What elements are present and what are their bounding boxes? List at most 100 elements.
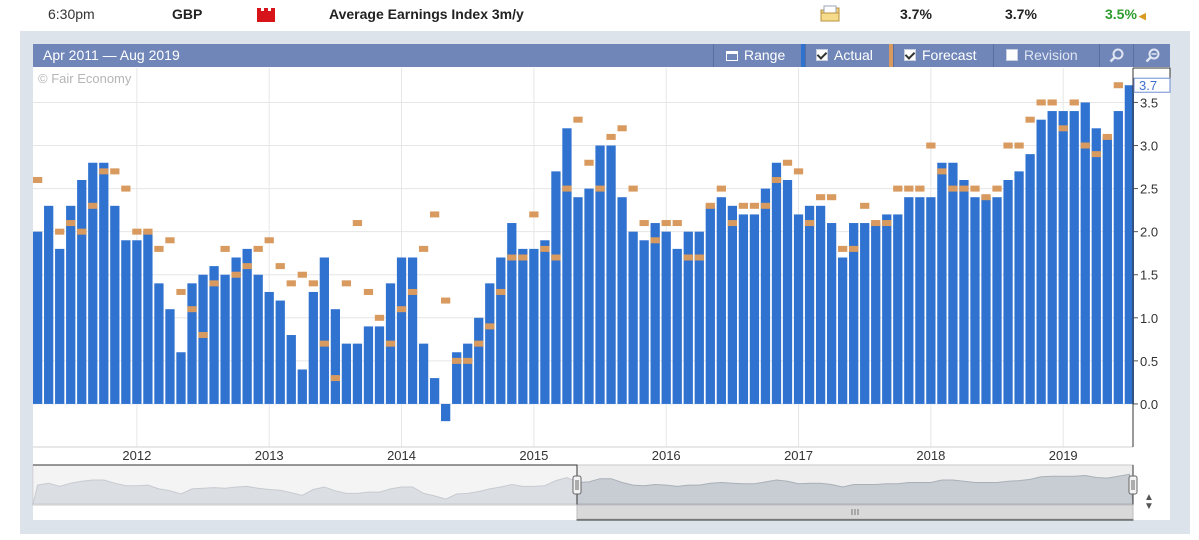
forecast-marker[interactable] <box>507 254 517 261</box>
forecast-marker[interactable] <box>782 159 793 166</box>
forecast-marker[interactable] <box>231 271 241 278</box>
forecast-marker[interactable] <box>88 202 98 209</box>
zoom-in-button[interactable] <box>1099 44 1134 67</box>
forecast-marker[interactable] <box>871 220 881 227</box>
navigator-scroll-arrows[interactable]: ▲ ▼ <box>1144 493 1154 512</box>
actual-bar[interactable] <box>606 145 616 404</box>
forecast-marker[interactable] <box>264 237 274 244</box>
actual-bar[interactable] <box>220 274 230 404</box>
actual-bar[interactable] <box>771 162 782 404</box>
actual-bar[interactable] <box>441 403 451 422</box>
forecast-marker[interactable] <box>771 176 782 183</box>
forecast-marker[interactable] <box>418 245 429 252</box>
actual-bar[interactable] <box>363 326 374 404</box>
forecast-marker[interactable] <box>441 297 451 304</box>
forecast-marker[interactable] <box>518 254 528 261</box>
actual-checkbox[interactable] <box>816 49 828 61</box>
forecast-marker[interactable] <box>1069 99 1079 106</box>
forecast-marker[interactable] <box>275 263 285 270</box>
revision-toggle[interactable]: Revision <box>993 44 1100 67</box>
actual-bar[interactable] <box>463 343 473 404</box>
actual-bar[interactable] <box>1058 111 1068 404</box>
actual-bar[interactable] <box>396 257 407 404</box>
forecast-marker[interactable] <box>849 245 859 252</box>
forecast-marker[interactable] <box>55 228 65 235</box>
forecast-marker[interactable] <box>1058 125 1068 132</box>
actual-bar[interactable] <box>573 197 583 404</box>
forecast-marker[interactable] <box>749 202 760 209</box>
actual-bar[interactable] <box>948 162 958 404</box>
forecast-marker[interactable] <box>672 220 682 227</box>
forecast-marker[interactable] <box>937 168 947 175</box>
forecast-marker[interactable] <box>374 314 385 321</box>
actual-toggle[interactable]: Actual <box>805 44 900 67</box>
forecast-marker[interactable] <box>838 245 848 252</box>
actual-bar[interactable] <box>110 205 120 404</box>
actual-bar[interactable] <box>507 223 517 404</box>
forecast-marker[interactable] <box>1036 99 1046 106</box>
forecast-marker[interactable] <box>286 280 296 287</box>
forecast-marker[interactable] <box>485 323 495 330</box>
forecast-marker[interactable] <box>1080 142 1090 149</box>
actual-bar[interactable] <box>617 197 627 404</box>
actual-bar[interactable] <box>496 257 506 404</box>
forecast-marker[interactable] <box>815 194 826 201</box>
actual-bar[interactable] <box>253 274 263 404</box>
actual-bar[interactable] <box>595 145 605 404</box>
actual-bar[interactable] <box>242 248 252 404</box>
actual-bar[interactable] <box>849 223 859 404</box>
event-detail-folder-icon[interactable] <box>820 5 840 26</box>
actual-bar[interactable] <box>705 205 715 404</box>
forecast-marker[interactable] <box>540 245 550 252</box>
actual-bar[interactable] <box>132 240 142 404</box>
forecast-marker[interactable] <box>948 185 958 192</box>
actual-bar[interactable] <box>143 231 153 404</box>
forecast-marker[interactable] <box>860 202 870 209</box>
actual-bar[interactable] <box>926 197 936 404</box>
forecast-marker[interactable] <box>242 263 252 270</box>
forecast-marker[interactable] <box>253 245 263 252</box>
forecast-marker[interactable] <box>308 280 318 287</box>
forecast-marker[interactable] <box>474 340 484 347</box>
actual-bar[interactable] <box>749 214 760 404</box>
actual-bar[interactable] <box>838 257 848 404</box>
actual-bar[interactable] <box>915 197 925 404</box>
actual-bar[interactable] <box>628 231 638 404</box>
actual-bar[interactable] <box>474 317 484 404</box>
actual-bar[interactable] <box>485 283 495 404</box>
actual-bar[interactable] <box>308 291 318 404</box>
forecast-marker[interactable] <box>694 254 704 261</box>
forecast-marker[interactable] <box>970 185 980 192</box>
forecast-marker[interactable] <box>573 116 583 123</box>
revision-checkbox[interactable] <box>1006 49 1018 61</box>
forecast-marker[interactable] <box>826 194 837 201</box>
actual-bar[interactable] <box>672 248 682 404</box>
actual-bar[interactable] <box>782 179 793 404</box>
actual-bar[interactable] <box>1080 102 1090 404</box>
forecast-marker[interactable] <box>893 185 903 192</box>
actual-bar[interactable] <box>452 352 462 404</box>
forecast-marker[interactable] <box>121 185 131 192</box>
forecast-marker[interactable] <box>363 288 374 295</box>
actual-bar[interactable] <box>893 214 903 404</box>
actual-bar[interactable] <box>165 309 175 404</box>
forecast-marker[interactable] <box>606 133 616 140</box>
forecast-marker[interactable] <box>297 271 307 278</box>
forecast-marker[interactable] <box>595 185 605 192</box>
actual-bar[interactable] <box>694 231 704 404</box>
actual-bar[interactable] <box>959 179 969 404</box>
forecast-marker[interactable] <box>793 168 804 175</box>
range-button[interactable]: Range <box>713 44 818 67</box>
actual-bar[interactable] <box>1036 119 1046 404</box>
actual-bar[interactable] <box>1014 171 1024 404</box>
forecast-marker[interactable] <box>341 280 352 287</box>
actual-bar[interactable] <box>198 274 208 404</box>
forecast-marker[interactable] <box>496 288 506 295</box>
actual-bar[interactable] <box>1124 85 1134 404</box>
actual-bar[interactable] <box>529 248 539 404</box>
forecast-marker[interactable] <box>562 185 572 192</box>
actual-bar[interactable] <box>1102 136 1112 404</box>
forecast-marker[interactable] <box>926 142 936 149</box>
forecast-marker[interactable] <box>992 185 1002 192</box>
